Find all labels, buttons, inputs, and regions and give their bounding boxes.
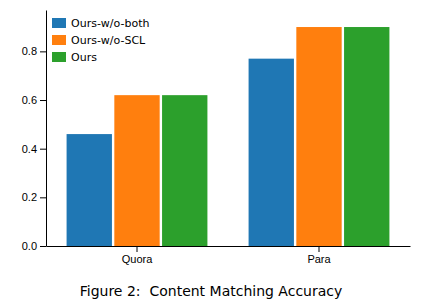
x-axis: Quora Para (47, 246, 411, 265)
chart: 0.00.20.40.60.8QuoraParaOurs-w/o-bothOur… (0, 0, 422, 308)
y-tick-label: 0.0 (22, 240, 37, 252)
y-tick-label: 0.2 (22, 191, 37, 203)
bar (249, 59, 294, 246)
y-axis: 0.0 0.2 0.4 0.6 0.8 (22, 11, 47, 253)
y-tick-line (40, 149, 46, 150)
y-tick-label: 0.8 (22, 45, 37, 57)
bar (67, 134, 112, 246)
y-axis-line (46, 11, 47, 247)
x-tick-label: Quora (122, 253, 153, 265)
y-tick-line (40, 246, 46, 247)
legend-label: Ours-w/o-both (71, 17, 149, 30)
bar (296, 27, 341, 246)
bars (67, 27, 390, 246)
x-axis-line (47, 246, 411, 247)
x-tick-line (137, 246, 138, 252)
legend: Ours-w/o-both Ours-w/o-SCL Ours (52, 17, 149, 64)
bar (114, 95, 159, 246)
caption: Figure 2: Content Matching Accuracy (80, 283, 343, 299)
x-tick-line (319, 246, 320, 252)
y-tick-line (40, 100, 46, 101)
legend-item: Ours-w/o-both (52, 17, 149, 30)
y-tick: 0.8 (22, 45, 46, 57)
y-tick: 0.4 (22, 143, 46, 155)
legend-label: Ours (71, 51, 97, 64)
legend-label: Ours-w/o-SCL (71, 34, 146, 47)
bar (162, 95, 207, 246)
bar-series (162, 27, 389, 246)
y-tick: 0.2 (22, 191, 46, 203)
x-tick-label: Para (307, 253, 331, 265)
y-tick-label: 0.4 (22, 143, 37, 155)
x-tick: Para (307, 246, 331, 265)
x-tick: Quora (122, 246, 153, 265)
y-tick: 0.6 (22, 94, 46, 106)
legend-item: Ours-w/o-SCL (52, 34, 146, 47)
bar (344, 27, 389, 246)
legend-swatch (52, 18, 66, 28)
y-tick-line (40, 197, 46, 198)
legend-swatch (52, 52, 66, 62)
y-tick-label: 0.6 (22, 94, 37, 106)
legend-item: Ours (52, 51, 97, 64)
plot: 0.00.20.40.60.8QuoraParaOurs-w/o-bothOur… (22, 11, 411, 265)
bar-series (67, 59, 294, 246)
y-tick-line (40, 51, 46, 52)
legend-swatch (52, 35, 66, 45)
y-tick: 0.0 (22, 240, 46, 252)
bar-series (114, 27, 341, 246)
